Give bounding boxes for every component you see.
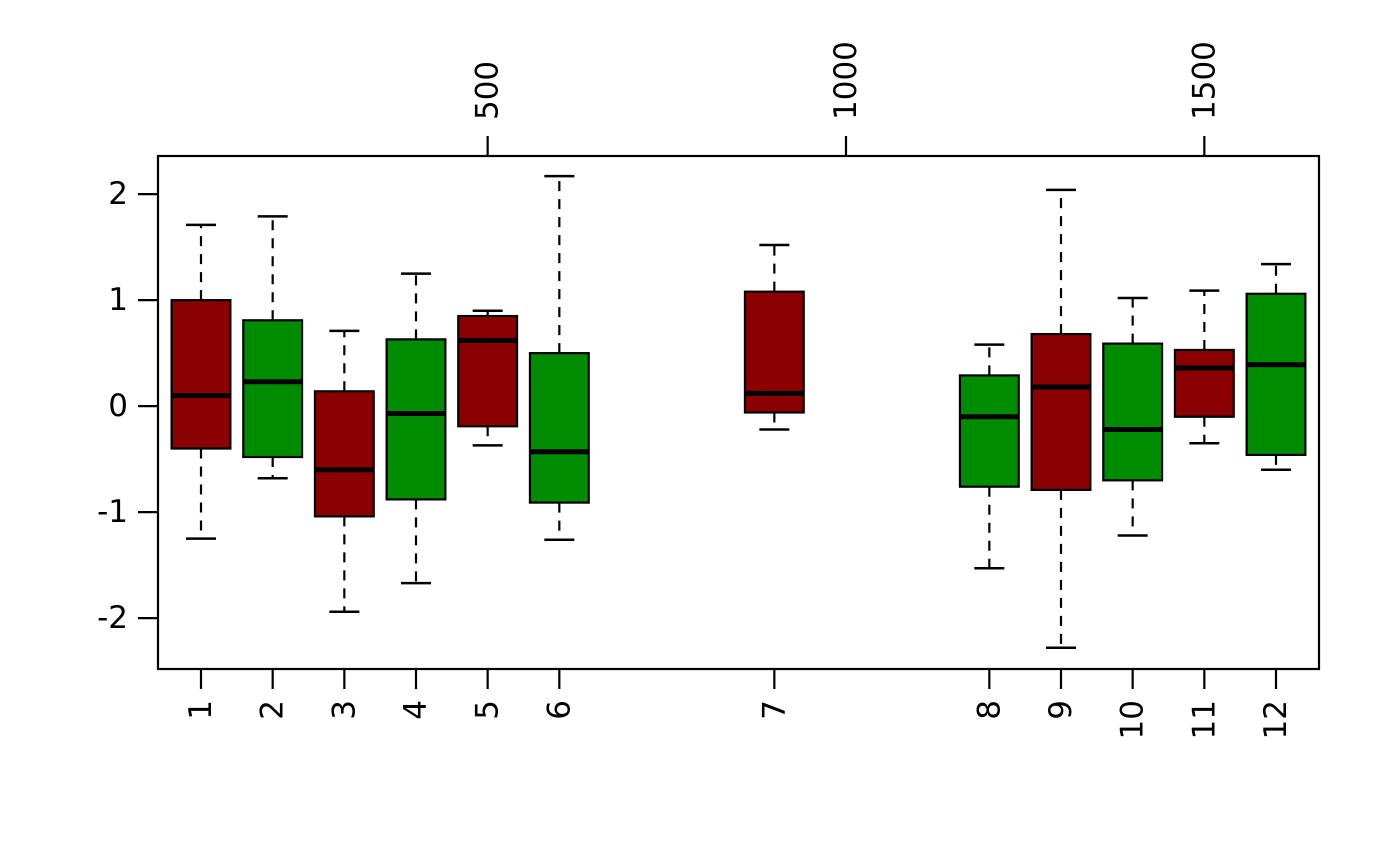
bottom-axis-tick-label-8: 8 — [971, 700, 1007, 720]
top-axis-tick-label-1500: 1500 — [1186, 41, 1222, 120]
y-axis-tick-label-0: 0 — [108, 388, 128, 424]
y-axis-tick-label--2: -2 — [97, 600, 128, 636]
box-9 — [1030, 332, 1092, 491]
y-axis-tick-label-1: 1 — [108, 282, 128, 318]
box-10 — [1102, 342, 1164, 482]
box-6 — [528, 352, 590, 504]
bottom-axis-tick-label-4: 4 — [398, 700, 434, 720]
bottom-axis-tick-label-1: 1 — [183, 700, 219, 720]
box-1 — [170, 299, 232, 450]
box-4 — [385, 338, 447, 501]
bottom-axis-tick-label-11: 11 — [1186, 700, 1222, 739]
box-3 — [313, 390, 375, 518]
bottom-axis-tick-label-6: 6 — [541, 700, 577, 720]
bottom-axis-tick-label-7: 7 — [756, 700, 792, 720]
bottom-axis-tick-label-10: 10 — [1115, 700, 1151, 739]
bottom-axis-tick-label-12: 12 — [1258, 700, 1294, 739]
top-axis-tick-label-1000: 1000 — [828, 41, 864, 120]
bottom-axis-tick-label-2: 2 — [255, 700, 291, 720]
bottom-axis-tick-label-9: 9 — [1043, 700, 1079, 720]
y-axis-tick-label--1: -1 — [97, 494, 128, 530]
box-11 — [1173, 348, 1235, 418]
box-8 — [958, 374, 1020, 488]
bottom-axis-tick-label-5: 5 — [470, 700, 506, 720]
y-axis-tick-label-2: 2 — [108, 176, 128, 212]
box-12 — [1245, 292, 1307, 456]
top-axis-tick-label-500: 500 — [470, 61, 506, 120]
plot-frame — [156, 154, 1321, 671]
bottom-axis-tick-label-3: 3 — [326, 700, 362, 720]
box-2 — [242, 319, 304, 459]
box-5 — [457, 314, 519, 428]
